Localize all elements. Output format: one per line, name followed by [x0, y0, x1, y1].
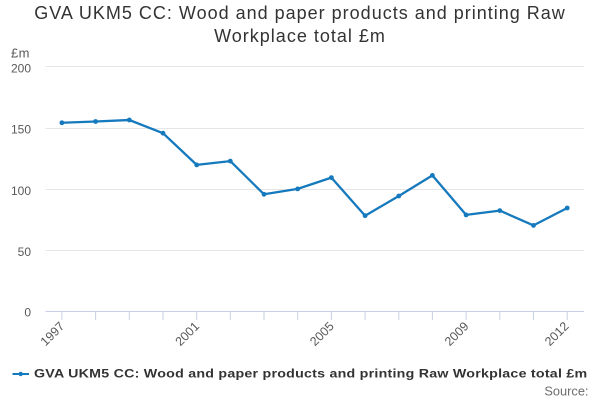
svg-text:50: 50	[18, 245, 32, 259]
svg-text:2005: 2005	[307, 319, 337, 349]
svg-text:1997: 1997	[38, 319, 68, 349]
svg-text:2012: 2012	[542, 319, 572, 349]
svg-text:100: 100	[11, 184, 31, 198]
svg-text:200: 200	[11, 62, 31, 76]
svg-text:2009: 2009	[442, 319, 472, 349]
svg-text:Source:: Source:	[544, 383, 588, 398]
svg-text:150: 150	[11, 123, 31, 137]
svg-text:2001: 2001	[173, 319, 203, 349]
svg-text:£m: £m	[11, 45, 30, 60]
svg-text:0: 0	[24, 306, 31, 320]
svg-text:GVA UKM5 CC: Wood and paper pr: GVA UKM5 CC: Wood and paper products and…	[34, 367, 587, 381]
